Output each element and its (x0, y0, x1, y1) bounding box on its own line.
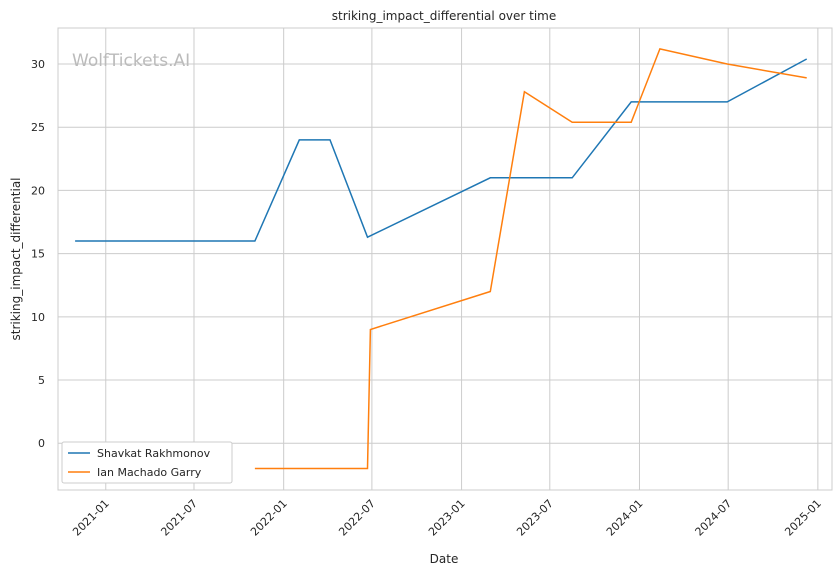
watermark: WolfTickets.AI (72, 51, 190, 71)
series-line-shavkat-rakhmonov (75, 59, 807, 241)
y-tick-label: 15 (31, 248, 45, 261)
y-tick-label: 5 (38, 374, 45, 387)
plot-area (58, 28, 832, 490)
x-tick-label: 2023-01 (426, 497, 468, 539)
y-axis-label: striking_impact_differential (9, 177, 23, 340)
x-tick-label: 2021-07 (158, 497, 200, 539)
y-tick-label: 20 (31, 184, 45, 197)
y-tick-label: 0 (38, 437, 45, 450)
legend: Shavkat Rakhmonov Ian Machado Garry (62, 442, 232, 483)
x-tick-label: 2025-01 (782, 497, 824, 539)
legend-entry-shavkat-rakhmonov: Shavkat Rakhmonov (97, 447, 211, 460)
x-tick-label: 2021-01 (70, 497, 112, 539)
x-tick-label: 2023-07 (514, 497, 556, 539)
x-tick-label: 2024-01 (604, 497, 646, 539)
y-tick-label: 10 (31, 311, 45, 324)
x-tick-label: 2024-07 (693, 497, 735, 539)
y-tick-label: 30 (31, 58, 45, 71)
y-tick-label: 25 (31, 121, 45, 134)
x-tick-label: 2022-01 (248, 497, 290, 539)
chart-title: striking_impact_differential over time (332, 9, 557, 23)
x-axis-label: Date (430, 552, 459, 566)
series-line-ian-machado-garry (255, 49, 807, 469)
legend-entry-ian-machado-garry: Ian Machado Garry (97, 466, 202, 479)
x-tick-label: 2022-07 (336, 497, 378, 539)
